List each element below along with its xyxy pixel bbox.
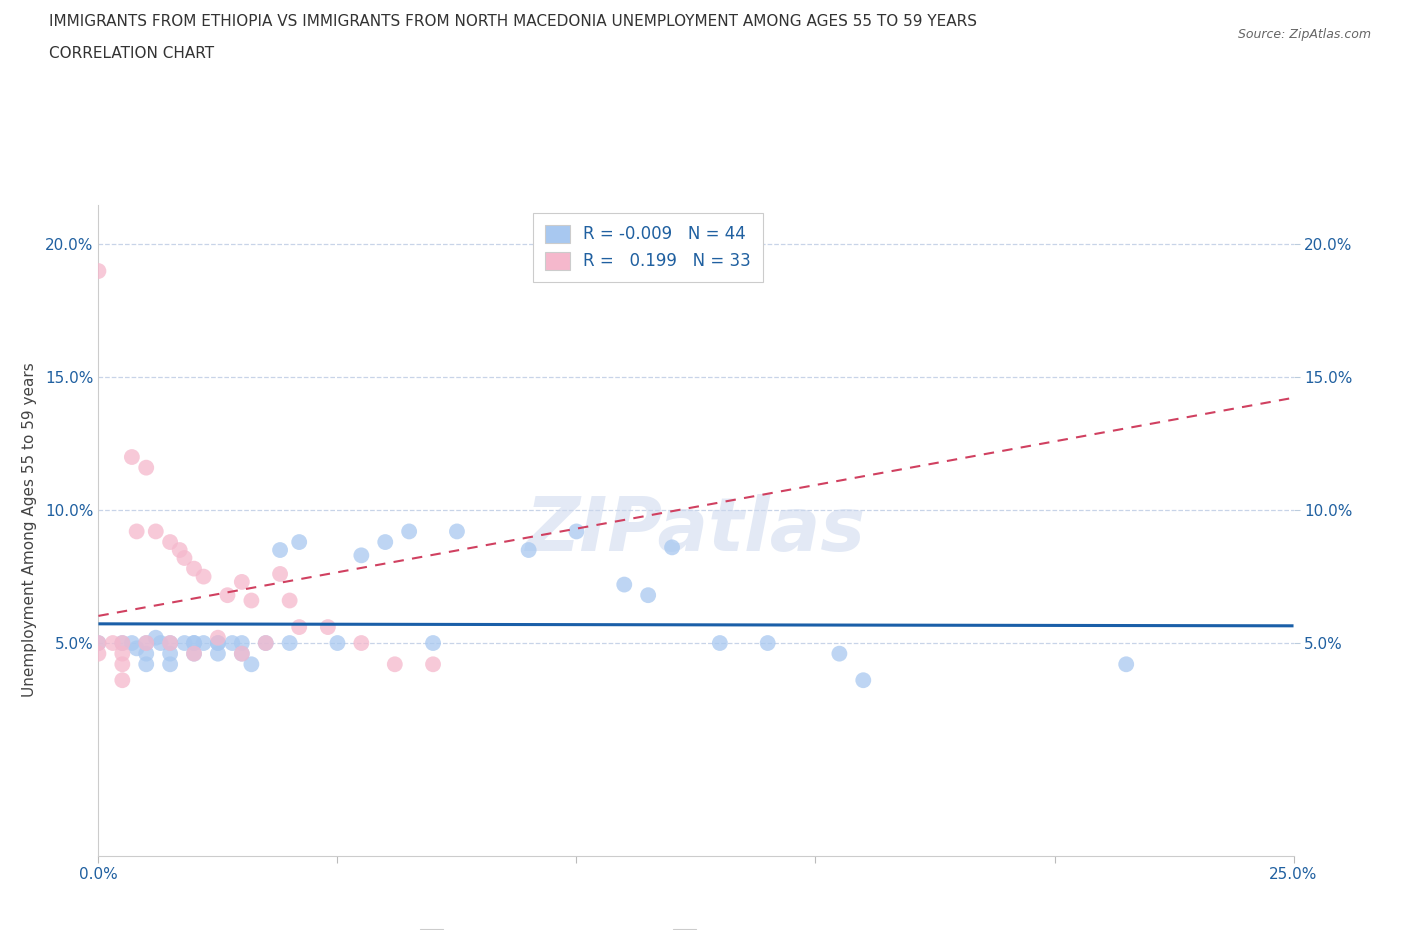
Point — [398, 524, 420, 538]
Point — [183, 635, 205, 650]
Point — [121, 635, 143, 650]
Point — [87, 646, 110, 661]
Legend: Immigrants from Ethiopia, Immigrants from North Macedonia: Immigrants from Ethiopia, Immigrants fro… — [412, 922, 980, 930]
Point — [207, 631, 229, 645]
Point — [709, 635, 731, 650]
Point — [173, 551, 195, 565]
Point — [207, 646, 229, 661]
Point — [149, 635, 172, 650]
Point — [254, 635, 277, 650]
Point — [135, 635, 157, 650]
Point — [316, 619, 339, 634]
Point — [231, 575, 253, 590]
Point — [637, 588, 659, 603]
Point — [288, 619, 311, 634]
Point — [183, 561, 205, 576]
Point — [231, 646, 253, 661]
Point — [111, 672, 134, 687]
Point — [240, 593, 263, 608]
Point — [240, 657, 263, 671]
Point — [193, 635, 215, 650]
Point — [159, 646, 181, 661]
Point — [135, 460, 157, 475]
Point — [87, 635, 110, 650]
Point — [422, 635, 444, 650]
Point — [135, 635, 157, 650]
Text: CORRELATION CHART: CORRELATION CHART — [49, 46, 214, 61]
Point — [269, 566, 291, 581]
Text: Source: ZipAtlas.com: Source: ZipAtlas.com — [1237, 28, 1371, 41]
Point — [87, 635, 110, 650]
Point — [169, 542, 191, 557]
Point — [231, 646, 253, 661]
Point — [159, 657, 181, 671]
Point — [125, 641, 148, 656]
Point — [446, 524, 468, 538]
Point — [111, 646, 134, 661]
Point — [135, 646, 157, 661]
Point — [221, 635, 243, 650]
Point — [1115, 657, 1137, 671]
Point — [111, 657, 134, 671]
Point — [217, 588, 239, 603]
Y-axis label: Unemployment Among Ages 55 to 59 years: Unemployment Among Ages 55 to 59 years — [22, 363, 37, 698]
Point — [384, 657, 406, 671]
Point — [350, 635, 373, 650]
Point — [231, 635, 253, 650]
Point — [661, 540, 683, 555]
Text: ZIPatlas: ZIPatlas — [526, 494, 866, 566]
Point — [183, 635, 205, 650]
Point — [517, 542, 540, 557]
Point — [87, 263, 110, 278]
Point — [350, 548, 373, 563]
Point — [173, 635, 195, 650]
Point — [159, 535, 181, 550]
Point — [207, 635, 229, 650]
Point — [101, 635, 124, 650]
Point — [207, 635, 229, 650]
Point — [145, 631, 167, 645]
Point — [828, 646, 851, 661]
Point — [254, 635, 277, 650]
Point — [193, 569, 215, 584]
Point — [183, 646, 205, 661]
Point — [852, 672, 875, 687]
Point — [111, 635, 134, 650]
Point — [326, 635, 349, 650]
Point — [278, 635, 301, 650]
Point — [121, 449, 143, 464]
Point — [288, 535, 311, 550]
Point — [374, 535, 396, 550]
Point — [159, 635, 181, 650]
Point — [756, 635, 779, 650]
Point — [183, 646, 205, 661]
Point — [613, 578, 636, 592]
Point — [565, 524, 588, 538]
Point — [135, 657, 157, 671]
Point — [111, 635, 134, 650]
Point — [145, 524, 167, 538]
Point — [422, 657, 444, 671]
Point — [269, 542, 291, 557]
Point — [125, 524, 148, 538]
Point — [159, 635, 181, 650]
Point — [278, 593, 301, 608]
Text: IMMIGRANTS FROM ETHIOPIA VS IMMIGRANTS FROM NORTH MACEDONIA UNEMPLOYMENT AMONG A: IMMIGRANTS FROM ETHIOPIA VS IMMIGRANTS F… — [49, 14, 977, 29]
